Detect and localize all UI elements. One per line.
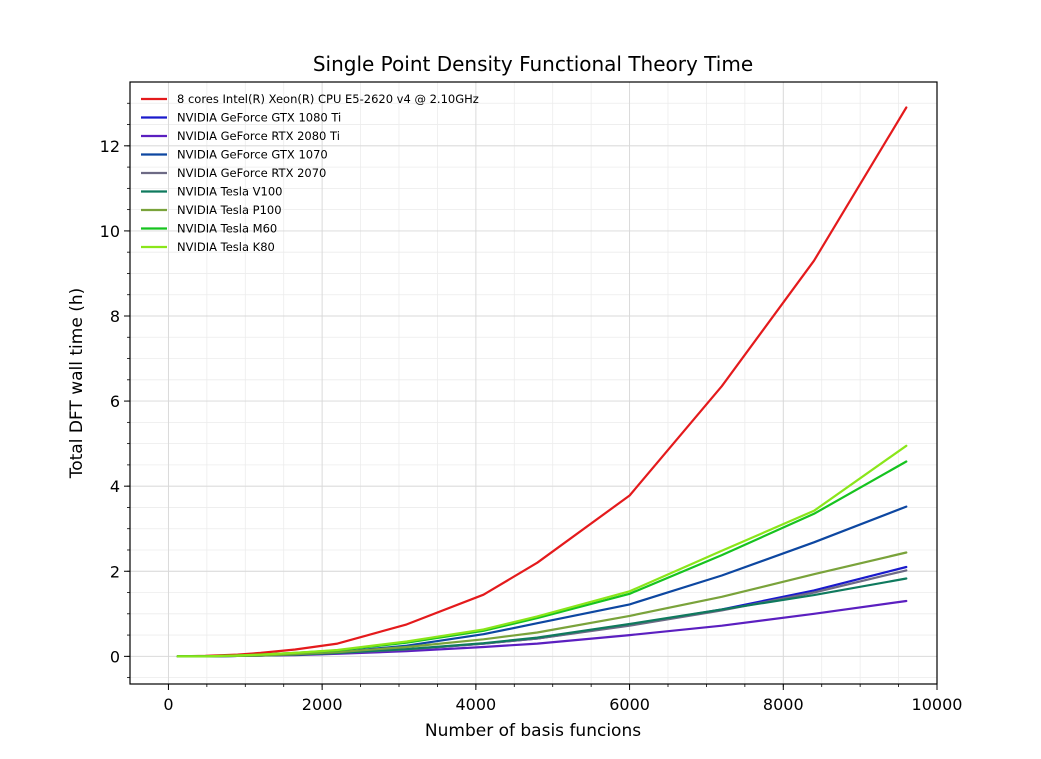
legend: 8 cores Intel(R) Xeon(R) CPU E5-2620 v4 … [141,92,479,254]
legend-label-7: NVIDIA Tesla P100 [177,203,282,217]
series-line-9 [176,444,908,658]
series-lines [176,106,908,658]
x-axis-label: Number of basis funcions [425,721,641,741]
legend-label-4: NVIDIA GeForce GTX 1070 [177,148,328,162]
legend-label-9: NVIDIA Tesla K80 [177,240,275,254]
y-tick-label: 4 [110,477,120,496]
legend-label-6: NVIDIA Tesla V100 [177,185,282,199]
y-tick-label: 8 [110,307,120,326]
legend-label-8: NVIDIA Tesla M60 [177,222,277,236]
legend-label-5: NVIDIA GeForce RTX 2070 [177,166,326,180]
y-tick-label: 10 [100,222,120,241]
x-tick-label: 2000 [302,695,343,714]
axis-ticks: 0 2000 4000 6000 8000 10000 0 2 4 6 8 10 12 [100,102,963,714]
y-tick-label: 2 [110,562,120,581]
y-tick-label: 0 [110,647,120,666]
grid [130,82,937,684]
y-axis-label: Total DFT wall time (h) [67,288,87,480]
x-tick-label: 8000 [763,695,804,714]
y-tick-label: 12 [100,137,120,156]
legend-label-1: 8 cores Intel(R) Xeon(R) CPU E5-2620 v4 … [177,92,479,106]
x-tick-label: 10000 [912,695,963,714]
legend-label-2: NVIDIA GeForce GTX 1080 Ti [177,111,341,125]
legend-label-3: NVIDIA GeForce RTX 2080 Ti [177,129,340,143]
x-tick-label: 4000 [455,695,496,714]
x-tick-label: 0 [163,695,173,714]
plot-area-frame [129,81,938,685]
y-tick-label: 6 [110,392,120,411]
chart-title: Single Point Density Functional Theory T… [313,52,753,76]
x-tick-label: 6000 [609,695,650,714]
